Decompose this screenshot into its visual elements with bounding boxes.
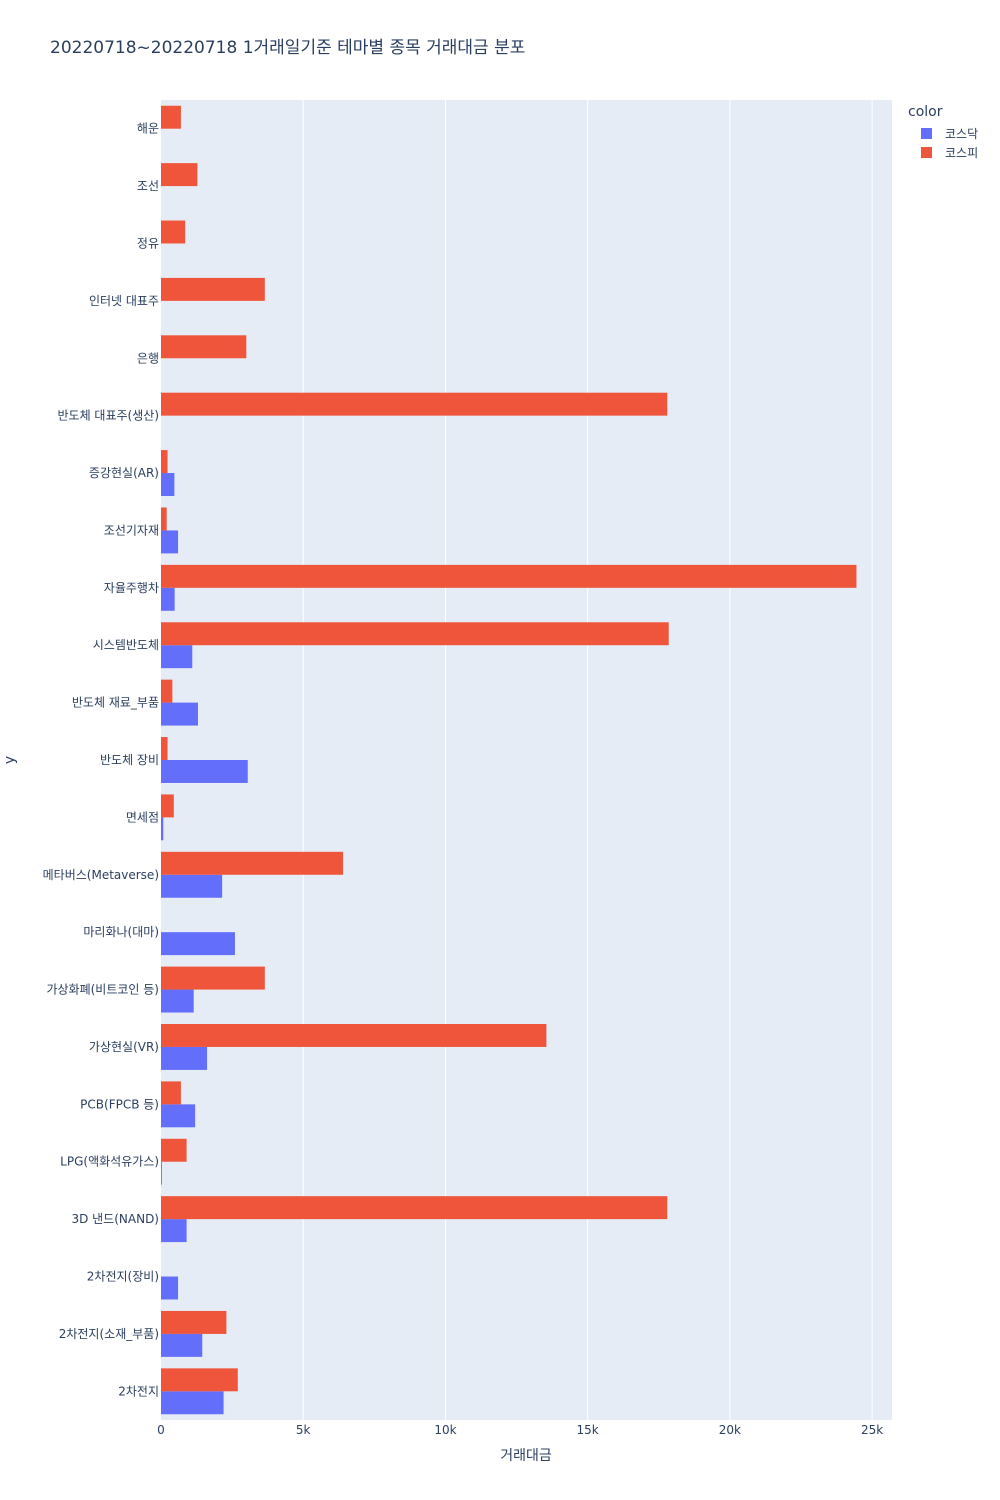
bar-kospi[interactable] (161, 794, 174, 818)
y-tick-label: 조선 (137, 179, 159, 193)
bar-kospi[interactable] (161, 450, 168, 474)
legend-item-kospi[interactable]: 코스피 (908, 143, 978, 162)
plot-background (161, 100, 892, 1420)
bar-kospi[interactable] (161, 1081, 181, 1105)
bar-kospi[interactable] (161, 1024, 547, 1047)
bar-kosdaq[interactable] (161, 989, 194, 1013)
bar-kospi[interactable] (161, 507, 167, 531)
y-tick-label: 가상현실(VR) (89, 1040, 159, 1054)
bar-kospi[interactable] (161, 622, 669, 646)
bar-kosdaq[interactable] (161, 1046, 208, 1070)
legend-label-kosdaq: 코스닥 (945, 127, 979, 141)
bar-kosdaq[interactable] (161, 1276, 179, 1300)
bar-kospi[interactable] (161, 163, 198, 187)
x-tick-label: 10k (434, 1423, 456, 1437)
y-tick-label: 인터넷 대표주 (89, 294, 159, 308)
y-tick-label: 가상화폐(비트코인 등) (46, 983, 159, 997)
y-tick-label: 자율주행차 (104, 580, 159, 595)
bar-kospi[interactable] (161, 105, 181, 129)
bar-kosdaq[interactable] (161, 1391, 224, 1415)
bar-kosdaq[interactable] (161, 817, 164, 841)
bar-kospi[interactable] (161, 1196, 668, 1220)
x-tick-label: 25k (861, 1423, 883, 1437)
y-tick-label: 2차전지(소재_부품) (59, 1327, 159, 1341)
bar-kospi[interactable] (161, 1368, 238, 1392)
bar-kosdaq[interactable] (161, 1333, 203, 1357)
bar-kospi[interactable] (161, 1138, 187, 1162)
chart-title: 20220718~20220718 1거래일기준 테마별 종목 거래대금 분포 (50, 38, 526, 58)
x-tick-label: 15k (577, 1423, 599, 1437)
y-tick-label: LPG(액화석유가스) (60, 1155, 159, 1169)
y-tick-label: 반도체 재료_부품 (72, 696, 159, 710)
y-tick-label: 조선기자재 (104, 523, 159, 537)
y-tick-label: 2차전지 (118, 1384, 159, 1398)
x-tick-label: 0 (157, 1423, 165, 1437)
bar-kosdaq[interactable] (161, 1104, 196, 1128)
bar-kospi[interactable] (161, 737, 168, 760)
y-tick-label: 시스템반도체 (93, 638, 159, 652)
bar-kospi[interactable] (161, 966, 265, 990)
bar-kospi[interactable] (161, 220, 186, 244)
bar-kosdaq[interactable] (161, 874, 223, 898)
y-tick-label: 마리화나(대마) (83, 925, 159, 939)
bar-kosdaq[interactable] (161, 702, 198, 726)
bar-kosdaq[interactable] (161, 1219, 187, 1243)
bar-kosdaq[interactable] (161, 530, 179, 554)
bar-kosdaq[interactable] (161, 932, 235, 956)
y-tick-label: 반도체 대표주(생산) (58, 409, 160, 423)
bar-kospi[interactable] (161, 277, 265, 301)
y-tick-label: 면세점 (126, 810, 159, 824)
y-tick-label: 은행 (137, 350, 159, 365)
legend-item-kosdaq[interactable]: 코스닥 (908, 124, 978, 143)
legend-title: color (908, 104, 943, 120)
bar-kosdaq[interactable] (161, 760, 248, 783)
legend-swatch-kospi (921, 147, 932, 158)
y-axis-title: y (2, 756, 18, 764)
y-tick-label: 2차전지(장비) (87, 1270, 159, 1284)
legend-swatch-kosdaq (921, 128, 932, 139)
x-tick-labels: 0 5k 10k 15k 20k 25k (157, 1423, 883, 1437)
bars (161, 105, 857, 1415)
bar-kosdaq[interactable] (161, 587, 175, 611)
y-tick-label: PCB(FPCB 등) (80, 1097, 159, 1111)
y-tick-label: 증강현실(AR) (89, 466, 159, 480)
y-tick-labels: 2차전지 2차전지(소재_부품) 2차전지(장비) 3D 낸드(NAND) LPG(액화… (43, 122, 159, 1399)
bar-kospi[interactable] (161, 564, 857, 588)
bar-kosdaq[interactable] (161, 473, 175, 496)
x-tick-label: 5k (296, 1423, 311, 1437)
x-axis-title: 거래대금 (500, 1448, 552, 1464)
bar-kospi[interactable] (161, 335, 247, 359)
y-tick-label: 3D 낸드(NAND) (71, 1212, 159, 1226)
bar-kosdaq[interactable] (161, 645, 193, 669)
y-tick-label: 정유 (137, 236, 159, 250)
legend-label-kospi: 코스피 (945, 146, 979, 160)
bar-kospi[interactable] (161, 392, 668, 416)
legend: color 코스닥 코스피 (908, 104, 978, 162)
bar-kospi[interactable] (161, 679, 173, 703)
y-tick-label: 해운 (137, 122, 159, 136)
bar-kosdaq[interactable] (161, 1161, 162, 1185)
bar-kospi[interactable] (161, 1310, 227, 1334)
x-tick-label: 20k (719, 1423, 741, 1437)
bar-kospi[interactable] (161, 851, 344, 875)
y-tick-label: 메타버스(Metaverse) (43, 868, 159, 882)
y-tick-label: 반도체 장비 (100, 753, 159, 767)
